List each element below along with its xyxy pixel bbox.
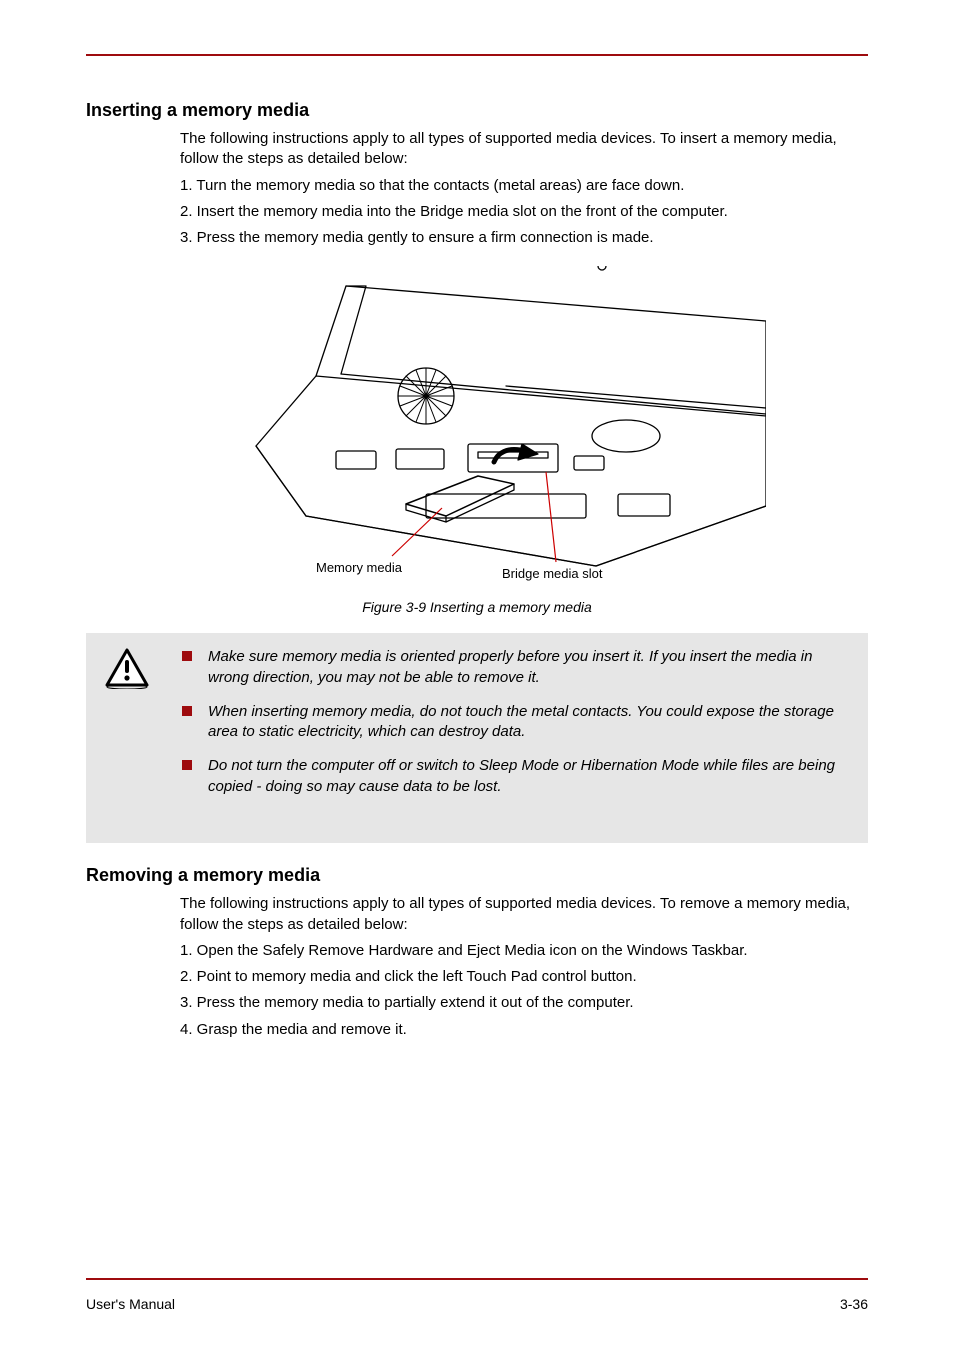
callout-bridge-slot: Bridge media slot	[502, 566, 603, 581]
footer-right: 3-36	[840, 1296, 868, 1312]
figure-caption: Figure 3-9 Inserting a memory media	[86, 599, 868, 615]
section2-step-2: 2. Point to memory media and click the l…	[180, 967, 868, 987]
content: Inserting a memory media The following i…	[86, 90, 868, 1046]
section2-step-3: 3. Press the memory media to partially e…	[180, 993, 868, 1013]
caution-item: When inserting memory media, do not touc…	[182, 702, 850, 743]
caution-icon	[104, 647, 150, 694]
footer-left: User's Manual	[86, 1296, 175, 1312]
section2-step-1: 1. Open the Safely Remove Hardware and E…	[180, 941, 868, 961]
caution-text: When inserting memory media, do not touc…	[208, 703, 834, 740]
intro-paragraph: The following instructions apply to all …	[180, 129, 868, 170]
figure: Bridge media slot Memory media	[246, 266, 868, 591]
footer: User's Manual 3-36	[86, 1296, 868, 1312]
bullet-icon	[182, 760, 192, 770]
page: Inserting a memory media The following i…	[0, 0, 954, 1352]
step-2: 2. Insert the memory media into the Brid…	[180, 202, 868, 222]
bullet-icon	[182, 706, 192, 716]
caution-text: Do not turn the computer off or switch t…	[208, 757, 835, 794]
caution-box: Make sure memory media is oriented prope…	[86, 633, 868, 843]
top-rule	[86, 54, 868, 56]
section2-intro: The following instructions apply to all …	[180, 894, 868, 935]
caution-list: Make sure memory media is oriented prope…	[182, 647, 850, 797]
caution-item: Make sure memory media is oriented prope…	[182, 647, 850, 688]
step-3: 3. Press the memory media gently to ensu…	[180, 228, 868, 248]
bullet-icon	[182, 651, 192, 661]
laptop-line-drawing: Bridge media slot Memory media	[246, 266, 766, 586]
step-1: 1. Turn the memory media so that the con…	[180, 176, 868, 196]
section-heading-removing: Removing a memory media	[86, 865, 868, 886]
section-heading-inserting: Inserting a memory media	[86, 100, 868, 121]
caution-item: Do not turn the computer off or switch t…	[182, 756, 850, 797]
caution-text: Make sure memory media is oriented prope…	[208, 648, 812, 685]
bottom-rule	[86, 1278, 868, 1280]
section2-step-4: 4. Grasp the media and remove it.	[180, 1020, 868, 1040]
callout-memory-media: Memory media	[316, 560, 403, 575]
